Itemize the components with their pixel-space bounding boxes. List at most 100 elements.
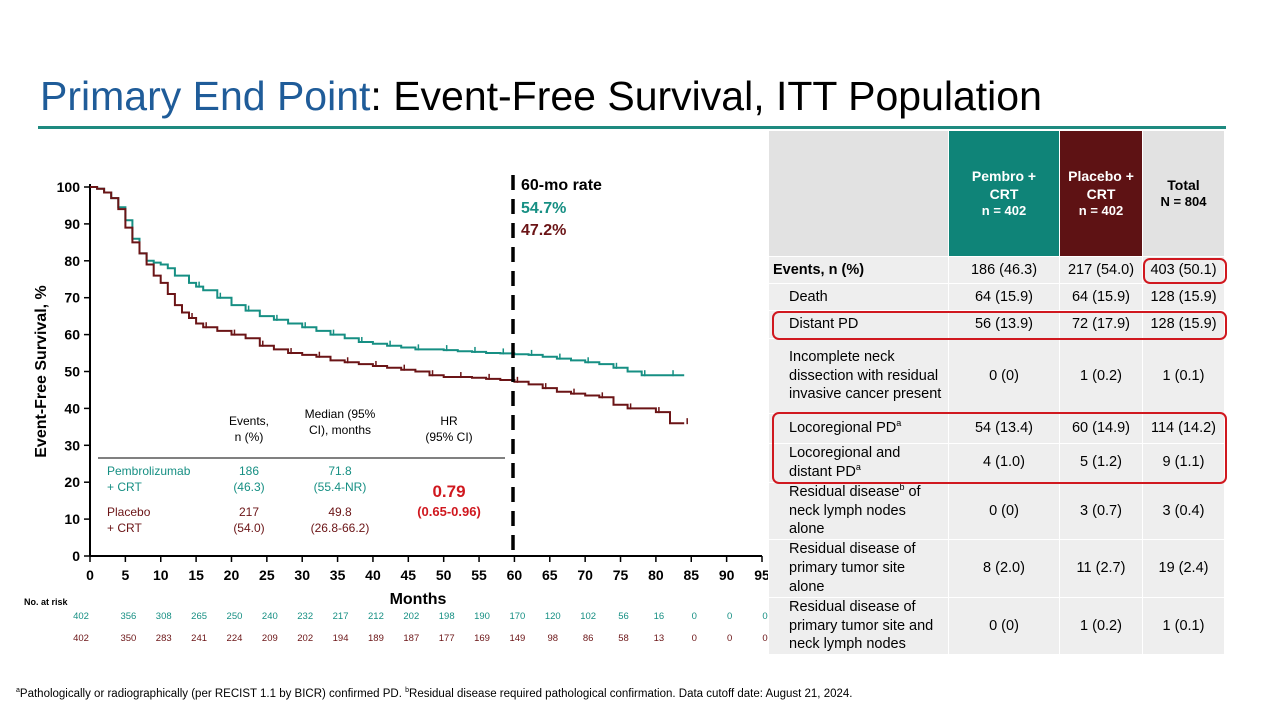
at-risk-placebo: 86 [583,633,594,644]
at-risk-placebo: 149 [509,633,525,644]
at-risk-placebo: 169 [474,633,490,644]
cell-total: 1 (0.1) [1142,596,1225,656]
y-tick-label: 30 [64,437,80,453]
at-risk-placebo: 98 [548,633,559,644]
x-tick-label: 55 [471,567,487,583]
at-risk-pembro: 0 [727,611,732,622]
at-risk-placebo: 177 [439,633,455,644]
x-tick-label: 90 [719,567,735,583]
at-risk-pembro: 102 [580,611,596,622]
at-risk-pembro: 232 [297,611,313,622]
header-blank [768,130,949,257]
y-tick-label: 70 [64,290,80,306]
cell-placebo: 1 (0.2) [1059,596,1143,656]
cell-total: 3 (0.4) [1142,481,1225,541]
cell-pembro: 8 (2.0) [948,539,1060,598]
at-risk-pembro: 402 [73,611,89,622]
row-label: Locoregional and distant PDa [768,443,949,483]
at-risk-placebo: 283 [156,633,172,644]
x-tick-label: 65 [542,567,558,583]
cell-placebo: 60 (14.9) [1059,413,1143,444]
x-tick-label: 20 [224,567,240,583]
summary-median-pembro: 71.8 (55.4-NR) [314,464,367,494]
x-tick-label: 5 [121,567,129,583]
at-risk-pembro: 250 [227,611,243,622]
table-row: Incomplete neck dissection with residual… [768,338,1225,414]
x-tick-label: 85 [683,567,699,583]
at-risk-placebo: 402 [73,633,89,644]
cell-placebo: 3 (0.7) [1059,481,1143,541]
y-tick-label: 60 [64,327,80,343]
cell-total: 128 (15.9) [1142,283,1225,311]
title-rest: : Event-Free Survival, ITT Population [370,73,1042,119]
table-row: Locoregional PDa 54 (13.4) 60 (14.9) 114… [768,413,1225,444]
pembro-curve [90,186,685,377]
at-risk-placebo: 0 [762,633,767,644]
at-risk-pembro: 265 [191,611,207,622]
curves [90,186,688,425]
x-tick-label: 25 [259,567,275,583]
at-risk-pembro: 0 [762,611,767,622]
at-risk-pembro: 356 [120,611,136,622]
cell-placebo: 72 (17.9) [1059,310,1143,339]
pembro-rate: 54.7% [521,200,566,217]
summary-arm-placebo: Placebo + CRT [107,505,151,535]
cell-pembro: 54 (13.4) [948,413,1060,444]
table-row: Death 64 (15.9) 64 (15.9) 128 (15.9) [768,283,1225,311]
cell-pembro: 56 (13.9) [948,310,1060,339]
row-label: Locoregional PDa [768,413,949,444]
x-tick-label: 70 [577,567,593,583]
x-tick-label: 50 [436,567,452,583]
at-risk-placebo: 58 [618,633,629,644]
y-tick-label: 20 [64,474,80,490]
cell-total: 9 (1.1) [1142,443,1225,483]
slide-title: Primary End Point: Event-Free Survival, … [40,76,1042,117]
header-placebo: Placebo + CRT n = 402 [1059,130,1143,257]
x-tick-label: 75 [613,567,629,583]
y-tick-label: 50 [64,364,80,380]
hr-value: 0.79 [432,482,465,501]
at-risk-placebo: 0 [692,633,697,644]
x-tick-label: 80 [648,567,664,583]
cell-pembro: 4 (1.0) [948,443,1060,483]
cell-total: 128 (15.9) [1142,310,1225,339]
y-tick-label: 40 [64,400,80,416]
cell-total: 19 (2.4) [1142,539,1225,598]
x-tick-label: 30 [294,567,310,583]
header-pembro: Pembro + CRT n = 402 [948,130,1060,257]
at-risk-placebo: 224 [227,633,243,644]
at-risk-pembro: 0 [692,611,697,622]
events-table-header: Pembro + CRT n = 402 Placebo + CRT n = 402 T… [768,130,1225,257]
at-risk-placebo: 202 [297,633,313,644]
summary-header-median: Median (95% CI), months [305,407,376,437]
title-highlight: Primary End Point [40,73,371,119]
table-row: Residual disease of primary tumor site a… [768,596,1225,656]
rate-label: 60-mo rate [521,177,602,194]
x-tick-label: 10 [153,567,169,583]
summary-arm-pembro: Pembrolizumab + CRT [107,464,191,494]
cell-total: 403 (50.1) [1142,256,1225,284]
cell-total: 1 (0.1) [1142,338,1225,414]
y-axis-label: Event-Free Survival, % [33,285,50,458]
events-table: Pembro + CRT n = 402 Placebo + CRT n = 402 T… [768,130,1225,656]
x-tick-label: 40 [365,567,381,583]
cell-total: 114 (14.2) [1142,413,1225,444]
cell-pembro: 64 (15.9) [948,283,1060,311]
at-risk-placebo: 209 [262,633,278,644]
row-label: Residual disease of primary tumor site a… [768,539,949,598]
y-tick-label: 10 [64,511,80,527]
at-risk-pembro: 308 [156,611,172,622]
row-label: Distant PD [768,310,949,339]
summary-header-events: Events, n (%) [229,414,269,444]
at-risk-pembro: 190 [474,611,490,622]
x-tick-label: 0 [86,567,94,583]
cell-pembro: 0 (0) [948,596,1060,656]
at-risk-label: No. at risk [24,597,69,607]
summary-header-hr: HR (95% CI) [425,414,472,444]
x-tick-label: 15 [188,567,204,583]
y-tick-label: 80 [64,253,80,269]
hr-ci: (0.65-0.96) [417,504,481,519]
at-risk-placebo: 13 [654,633,665,644]
table-row: Residual disease of primary tumor site a… [768,539,1225,598]
